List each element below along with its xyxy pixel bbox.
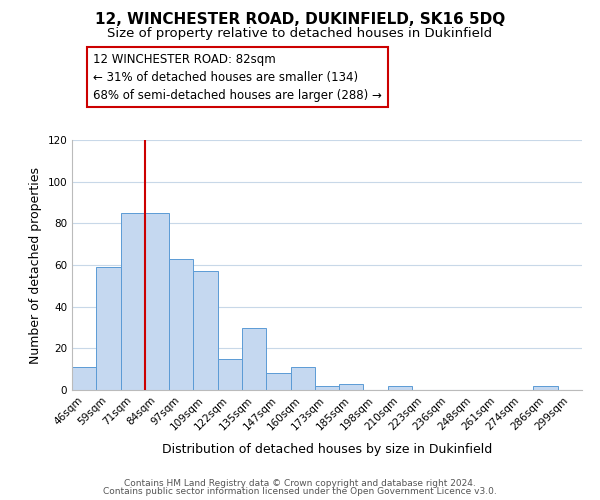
- Text: 12 WINCHESTER ROAD: 82sqm
← 31% of detached houses are smaller (134)
68% of semi: 12 WINCHESTER ROAD: 82sqm ← 31% of detac…: [93, 52, 382, 102]
- Text: Size of property relative to detached houses in Dukinfield: Size of property relative to detached ho…: [107, 28, 493, 40]
- Y-axis label: Number of detached properties: Number of detached properties: [29, 166, 42, 364]
- Bar: [290, 367, 315, 390]
- Bar: [315, 386, 339, 390]
- Bar: [533, 386, 558, 390]
- Bar: [96, 267, 121, 390]
- Bar: [218, 359, 242, 390]
- Bar: [242, 328, 266, 390]
- Bar: [145, 213, 169, 390]
- Bar: [193, 271, 218, 390]
- Bar: [72, 367, 96, 390]
- Bar: [388, 386, 412, 390]
- Bar: [266, 374, 290, 390]
- Bar: [169, 259, 193, 390]
- Text: 12, WINCHESTER ROAD, DUKINFIELD, SK16 5DQ: 12, WINCHESTER ROAD, DUKINFIELD, SK16 5D…: [95, 12, 505, 28]
- Bar: [121, 213, 145, 390]
- Bar: [339, 384, 364, 390]
- Text: Contains HM Land Registry data © Crown copyright and database right 2024.: Contains HM Land Registry data © Crown c…: [124, 478, 476, 488]
- X-axis label: Distribution of detached houses by size in Dukinfield: Distribution of detached houses by size …: [162, 443, 492, 456]
- Text: Contains public sector information licensed under the Open Government Licence v3: Contains public sector information licen…: [103, 487, 497, 496]
